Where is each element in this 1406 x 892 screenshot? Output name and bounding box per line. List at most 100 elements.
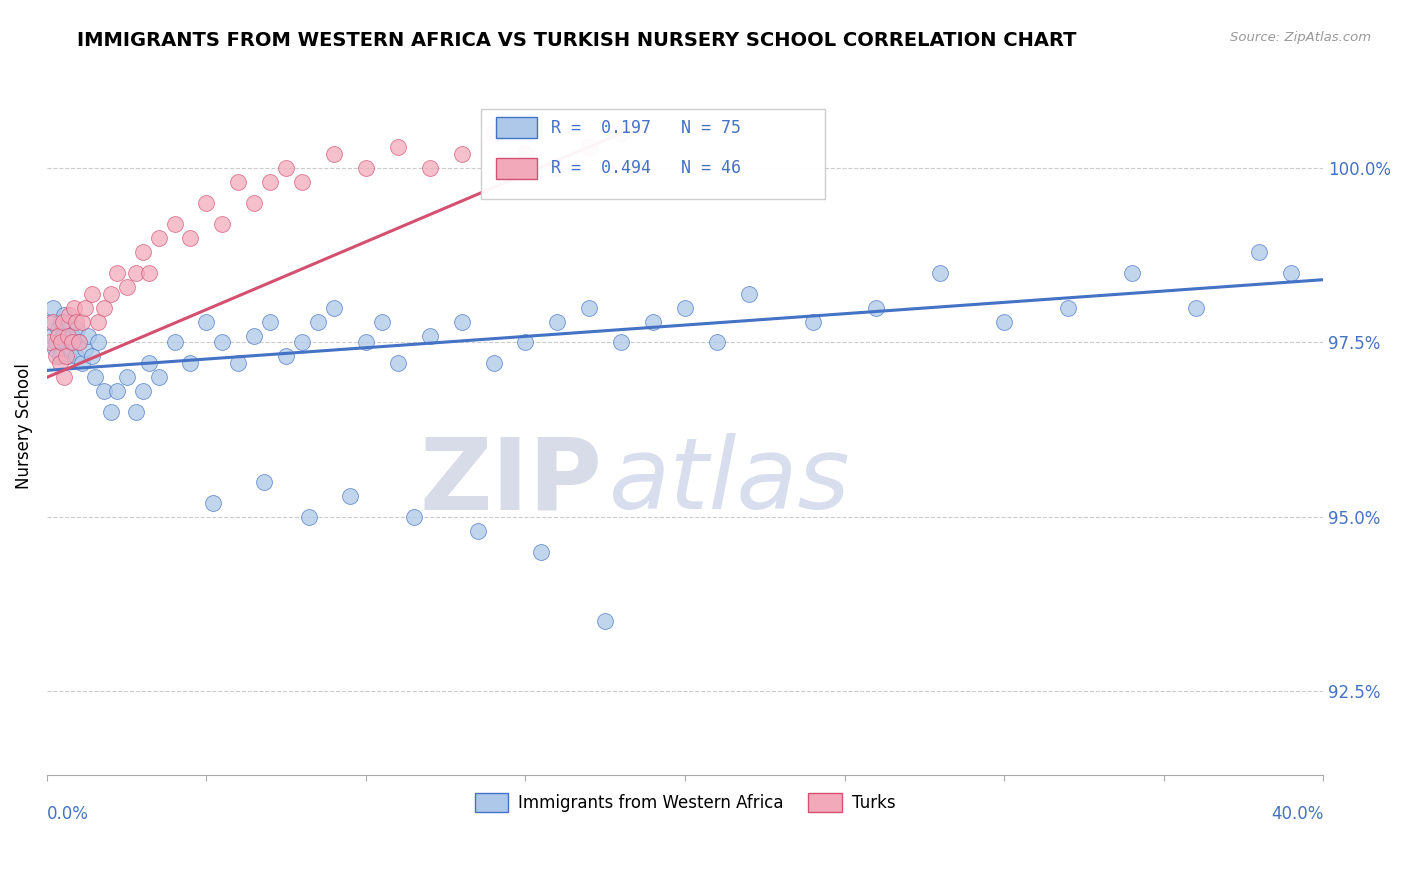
Point [55,335,77,350]
Point [307,314,329,328]
Point [291,175,314,189]
Point [179,356,201,370]
Point [46,328,69,343]
Point [59,343,82,357]
Point [163,335,186,350]
Point [105,384,128,399]
Point [1121,266,1143,280]
Point [51,335,73,350]
Point [354,161,377,175]
Point [673,301,696,315]
Point [578,140,600,154]
Point [201,496,224,510]
Point [163,217,186,231]
Point [56,350,79,364]
Point [211,217,233,231]
Text: Source: ZipAtlas.com: Source: ZipAtlas.com [1230,31,1371,45]
Point [354,335,377,350]
Point [387,356,409,370]
Point [93,301,115,315]
Point [63,301,86,315]
Point [93,384,115,399]
Text: 0.0%: 0.0% [46,805,89,823]
Point [323,301,346,315]
Point [211,335,233,350]
Text: 40.0%: 40.0% [1271,805,1323,823]
Point [450,314,472,328]
Point [610,126,633,140]
Point [467,524,489,538]
Legend: Immigrants from Western Africa, Turks: Immigrants from Western Africa, Turks [468,787,903,819]
Point [87,335,110,350]
Point [228,356,250,370]
Text: R =  0.494   N = 46: R = 0.494 N = 46 [551,159,741,178]
Point [515,335,537,350]
Point [77,328,100,343]
Point [801,314,824,328]
Point [371,314,394,328]
Point [125,266,148,280]
FancyBboxPatch shape [496,158,537,178]
Point [65,314,87,328]
Point [515,147,537,161]
Point [55,350,77,364]
Point [865,301,887,315]
Point [610,335,633,350]
Point [929,266,952,280]
Point [42,314,65,328]
Point [276,161,298,175]
Point [1057,301,1080,315]
Point [243,196,266,211]
Text: ZIP: ZIP [419,434,602,531]
Point [115,370,138,384]
Point [276,350,298,364]
Point [100,405,122,419]
Point [131,244,153,259]
Point [1184,301,1206,315]
Point [259,175,281,189]
FancyBboxPatch shape [496,117,537,138]
Point [1249,244,1271,259]
Point [87,314,110,328]
Point [228,175,250,189]
Point [42,301,65,315]
Point [75,301,97,315]
Point [65,350,87,364]
Point [482,126,505,140]
Point [243,328,266,343]
Point [297,509,319,524]
Point [39,314,62,328]
Point [593,615,616,629]
Point [138,266,160,280]
Point [402,509,425,524]
Point [195,196,218,211]
Point [52,314,75,328]
Point [75,343,97,357]
Point [339,489,361,503]
Point [195,314,218,328]
Point [387,140,409,154]
Point [546,161,568,175]
Text: R =  0.197   N = 75: R = 0.197 N = 75 [551,119,741,136]
Point [1279,266,1302,280]
Point [80,286,103,301]
Point [53,370,76,384]
Point [56,328,79,343]
Text: IMMIGRANTS FROM WESTERN AFRICA VS TURKISH NURSERY SCHOOL CORRELATION CHART: IMMIGRANTS FROM WESTERN AFRICA VS TURKIS… [77,31,1077,50]
Point [80,350,103,364]
Point [45,335,67,350]
Y-axis label: Nursery School: Nursery School [15,363,32,489]
Point [58,308,80,322]
Point [706,335,728,350]
Point [125,405,148,419]
Point [419,328,441,343]
Point [46,321,69,335]
Point [52,328,75,343]
Point [48,350,70,364]
Point [62,335,84,350]
Point [138,356,160,370]
Point [51,314,73,328]
Point [53,308,76,322]
Point [546,314,568,328]
Point [83,370,105,384]
